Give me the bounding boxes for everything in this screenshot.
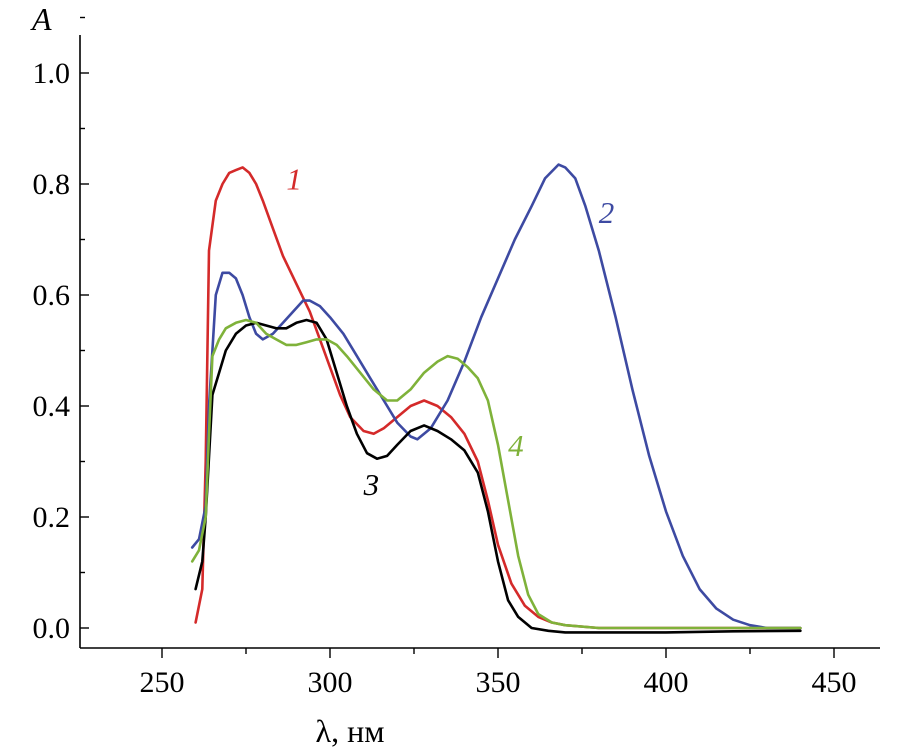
- x-tick-label: 350: [476, 666, 521, 699]
- x-tick-label: 450: [812, 666, 857, 699]
- y-tick-label: 0.2: [33, 501, 71, 534]
- series-2-line: [190, 163, 802, 630]
- y-tick-label: 0.0: [33, 612, 71, 645]
- series-3-label: 3: [363, 467, 380, 502]
- y-tick-label: 0.8: [33, 168, 71, 201]
- series-1-line: [194, 166, 802, 630]
- series-4-line: [190, 318, 802, 630]
- x-tick-label: 300: [308, 666, 353, 699]
- series-3-line: [194, 318, 802, 634]
- series-4-label: 4: [508, 428, 523, 463]
- y-axis-title: A: [30, 1, 52, 37]
- series-1-label: 1: [286, 162, 302, 197]
- y-tick-label: 0.6: [33, 279, 71, 312]
- series-layer: [190, 163, 802, 634]
- x-tick-label: 400: [644, 666, 689, 699]
- x-axis-title: λ, нм: [316, 713, 385, 749]
- y-tick-label: 0.4: [33, 390, 71, 423]
- x-tick-label: 250: [140, 666, 185, 699]
- y-tick-label: 1.0: [33, 57, 71, 90]
- axes: 0.0 0.2 0.4 0.6 0.8 1.0 250 300 350 400 450: [33, 16, 880, 699]
- series-2-label: 2: [599, 195, 615, 230]
- labels-layer: 1 2 3 4: [286, 162, 614, 502]
